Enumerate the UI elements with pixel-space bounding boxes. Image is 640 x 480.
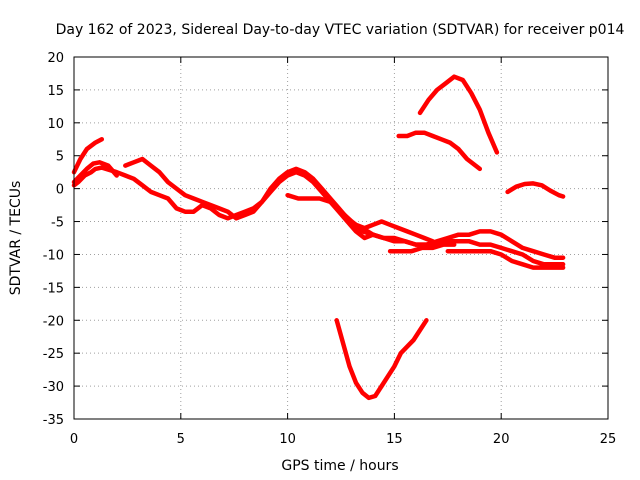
- series-line-track-10: [417, 74, 500, 155]
- x-tick-label: 15: [386, 432, 403, 447]
- plot-frame: [73, 56, 609, 420]
- x-tick-labels: 0 5 10 15 20 25: [70, 432, 616, 447]
- y-tick-label: -15: [43, 281, 64, 296]
- chart-title: Day 162 of 2023, Sidereal Day-to-day VTE…: [56, 22, 625, 38]
- series-line-track-9: [396, 130, 483, 172]
- x-tick-label: 5: [177, 432, 185, 447]
- y-tick-label: -35: [43, 413, 64, 428]
- y-tick-label: -20: [43, 314, 64, 329]
- y-tick-labels: -35 -30 -25 -20 -15 -10 -5 0 5 10 15 20: [43, 51, 64, 428]
- series-line-track-7: [387, 242, 457, 254]
- y-tick-label: 5: [56, 150, 64, 165]
- x-tick-label: 25: [600, 432, 617, 447]
- y-tick-label: 10: [47, 117, 64, 132]
- series-line-track-4: [123, 156, 436, 244]
- y-tick-label: -5: [51, 216, 64, 231]
- x-tick-label: 0: [70, 432, 78, 447]
- y-axis-title: SDTVAR / TECUs: [8, 181, 24, 296]
- x-tick-label: 20: [493, 432, 510, 447]
- x-axis-title: GPS time / hours: [281, 458, 398, 474]
- series-line-track-8: [445, 248, 566, 270]
- series-line-track-2: [71, 160, 119, 185]
- y-tick-label: -30: [43, 380, 64, 395]
- series-line-track-1: [71, 137, 105, 175]
- y-tick-label: -10: [43, 248, 64, 263]
- x-tick-label: 10: [279, 432, 296, 447]
- y-tick-label: 0: [56, 183, 64, 198]
- series-line-track-11: [505, 181, 566, 199]
- y-tick-label: 15: [47, 84, 64, 99]
- grid-lines: [74, 57, 608, 419]
- series-line-track-6: [360, 225, 566, 267]
- y-tick-label: -25: [43, 347, 64, 362]
- data-series: [71, 74, 566, 401]
- y-tick-label: 20: [47, 51, 64, 66]
- series-line-track-12: [334, 318, 429, 401]
